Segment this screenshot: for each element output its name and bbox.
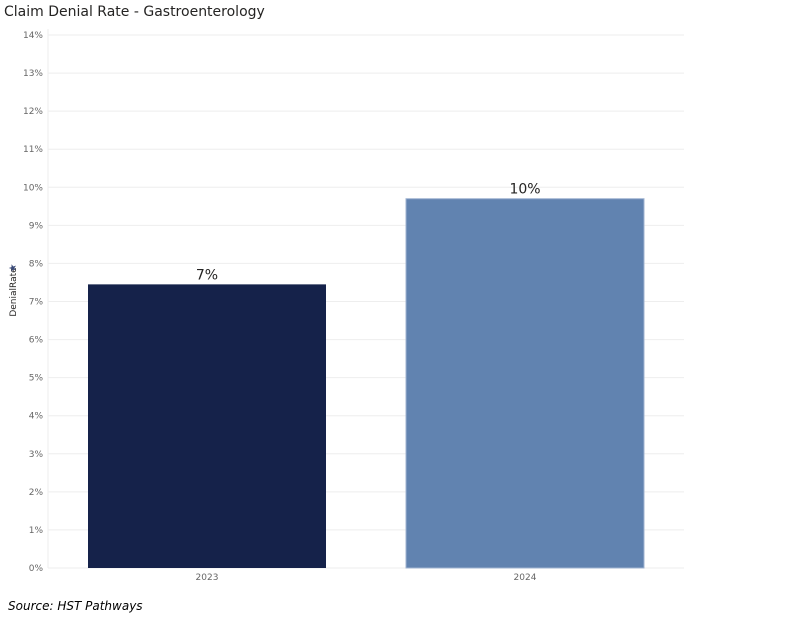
data-label: 7% bbox=[196, 267, 218, 283]
y-tick-label: 13% bbox=[23, 69, 43, 79]
bar[interactable] bbox=[88, 284, 326, 568]
y-tick-label: 0% bbox=[29, 564, 44, 574]
sort-icon[interactable]: ★ bbox=[8, 263, 19, 272]
bar[interactable] bbox=[405, 198, 645, 569]
y-tick-label: 14% bbox=[23, 31, 43, 41]
y-tick-label: 3% bbox=[29, 450, 44, 460]
y-tick-label: 2% bbox=[29, 488, 44, 498]
y-tick-label: 10% bbox=[23, 183, 43, 193]
y-tick-label: 11% bbox=[23, 145, 43, 155]
x-tick-label: 2024 bbox=[514, 573, 537, 583]
y-tick-label: 9% bbox=[29, 221, 44, 231]
source-note: Source: HST Pathways bbox=[8, 599, 143, 613]
data-label: 10% bbox=[509, 182, 540, 198]
y-axis-title: DenialRate bbox=[9, 267, 19, 317]
y-tick-label: 8% bbox=[29, 259, 44, 269]
y-tick-label: 4% bbox=[29, 412, 44, 422]
y-tick-label: 1% bbox=[29, 526, 44, 536]
y-tick-label: 12% bbox=[23, 107, 43, 117]
chart-title: Claim Denial Rate - Gastroenterology bbox=[4, 4, 265, 20]
y-tick-label: 5% bbox=[29, 374, 44, 384]
y-tick-label: 6% bbox=[29, 336, 44, 346]
y-tick-label: 7% bbox=[29, 298, 44, 308]
x-tick-label: 2023 bbox=[196, 573, 219, 583]
